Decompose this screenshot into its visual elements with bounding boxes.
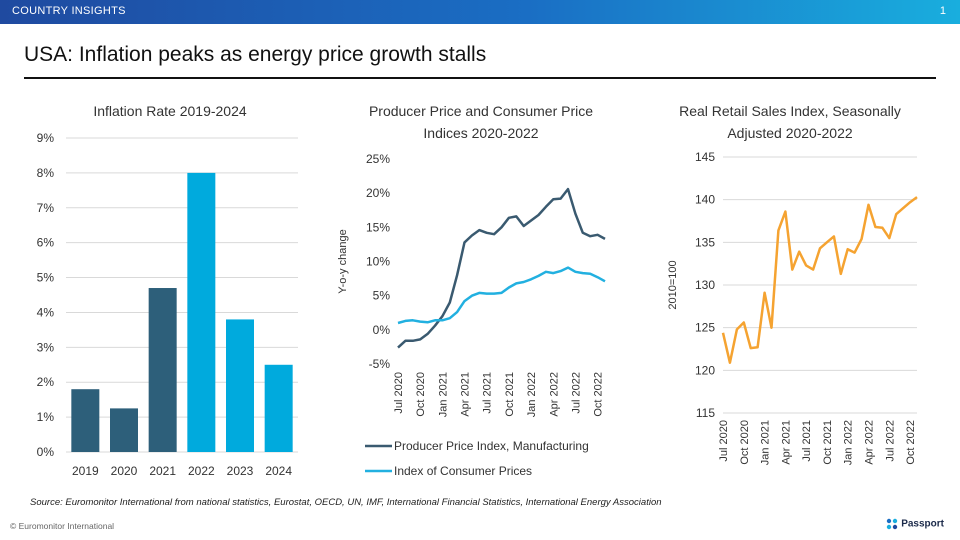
brand-logo: Passport [886, 518, 944, 530]
chart1-ytick: 4% [37, 305, 55, 319]
chart2-ylabel: Y-o-y change [337, 229, 349, 293]
chart1-ytick: 7% [37, 201, 55, 215]
chart1-xtick: 2023 [227, 464, 254, 478]
chart1-ytick: 1% [37, 410, 55, 424]
chart1-bar [148, 288, 177, 452]
chart1-bar [187, 172, 216, 452]
chart3-ytick: 140 [695, 193, 715, 207]
section-label: COUNTRY INSIGHTS [12, 5, 126, 17]
chart3-title: Real Retail Sales Index, Seasonally Adju… [679, 103, 901, 141]
chart2-ytick: 25% [366, 152, 390, 166]
chart3-xtick: Oct 2020 [739, 420, 751, 465]
chart3-ytick: 135 [695, 235, 715, 249]
chart1-xtick: 2019 [72, 464, 99, 478]
chart2-ytick: 0% [373, 323, 391, 337]
chart2-ytick: -5% [369, 357, 391, 371]
chart3-xtick: Apr 2021 [780, 420, 792, 465]
chart2-ytick: 15% [366, 220, 390, 234]
page-title: USA: Inflation peaks as energy price gro… [24, 43, 487, 66]
chart1-bar [264, 364, 293, 452]
title-divider [24, 77, 936, 79]
chart2-series-line [397, 187, 606, 349]
chart2-xtick: Oct 2022 [593, 372, 605, 417]
chart1-xtick: 2020 [111, 464, 138, 478]
chart3-xtick: Jan 2022 [843, 420, 855, 465]
source-note: Source: Euromonitor International from n… [30, 497, 662, 508]
brand-name: Passport [901, 518, 944, 530]
chart2-xtick: Apr 2021 [460, 372, 472, 417]
chart1-ytick: 9% [37, 131, 55, 145]
chart1-ytick: 6% [37, 236, 55, 250]
passport-logo-icon [886, 518, 898, 530]
chart2-xtick: Jul 2020 [393, 372, 405, 414]
chart2-xtick: Apr 2022 [548, 372, 560, 417]
chart3-xtick: Jan 2021 [760, 420, 772, 465]
chart2-legend-label: Index of Consumer Prices [394, 464, 532, 478]
chart3-xtick: Jul 2021 [801, 420, 813, 462]
chart3-ytick: 115 [696, 406, 715, 420]
chart3-ytick: 145 [695, 150, 715, 164]
chart2-ytick: 10% [366, 255, 390, 269]
chart3-xtick: Jul 2020 [718, 420, 730, 462]
chart2-title: Producer Price and Consumer Price Indice… [368, 103, 594, 141]
chart1-bar [226, 319, 254, 452]
chart2-ytick: 5% [373, 289, 391, 303]
chart3-ylabel: 2010=100 [667, 260, 679, 309]
chart3-ytick: 120 [695, 363, 715, 377]
chart1-ytick: 2% [37, 375, 55, 389]
chart2-xtick: Jan 2022 [526, 372, 538, 417]
chart2-legend-label: Producer Price Index, Manufacturing [394, 439, 589, 453]
chart2-xtick: Jan 2021 [437, 372, 449, 417]
chart1-bar [71, 389, 100, 452]
chart2-ytick: 20% [366, 186, 390, 200]
page-number: 1 [939, 5, 946, 17]
chart1-xtick: 2024 [265, 464, 292, 478]
copyright: © Euromonitor International [10, 521, 115, 531]
chart1-ytick: 0% [37, 445, 55, 459]
chart1-xtick: 2021 [149, 464, 176, 478]
chart1-ytick: 3% [37, 340, 55, 354]
chart3-ytick: 125 [695, 321, 715, 335]
chart2-series-line [397, 266, 606, 325]
top-banner: COUNTRY INSIGHTS 1 [0, 0, 960, 24]
chart1-bar [110, 408, 138, 452]
chart1-title: Inflation Rate 2019-2024 [93, 103, 247, 119]
chart1-xtick: 2022 [188, 464, 215, 478]
chart2-xtick: Jul 2021 [482, 372, 494, 414]
chart3-xtick: Jul 2022 [884, 420, 896, 462]
chart3-xtick: Apr 2022 [864, 420, 876, 465]
chart3-xtick: Oct 2021 [822, 420, 834, 465]
chart1-ytick: 5% [37, 271, 55, 285]
chart3-xtick: Oct 2022 [905, 420, 917, 465]
chart2-xtick: Oct 2020 [415, 372, 427, 417]
chart2-xtick: Jul 2022 [570, 372, 582, 414]
chart1-ytick: 8% [37, 166, 55, 180]
chart3-series-line [721, 196, 918, 364]
chart2-xtick: Oct 2021 [504, 372, 516, 417]
chart3-ytick: 130 [695, 278, 715, 292]
